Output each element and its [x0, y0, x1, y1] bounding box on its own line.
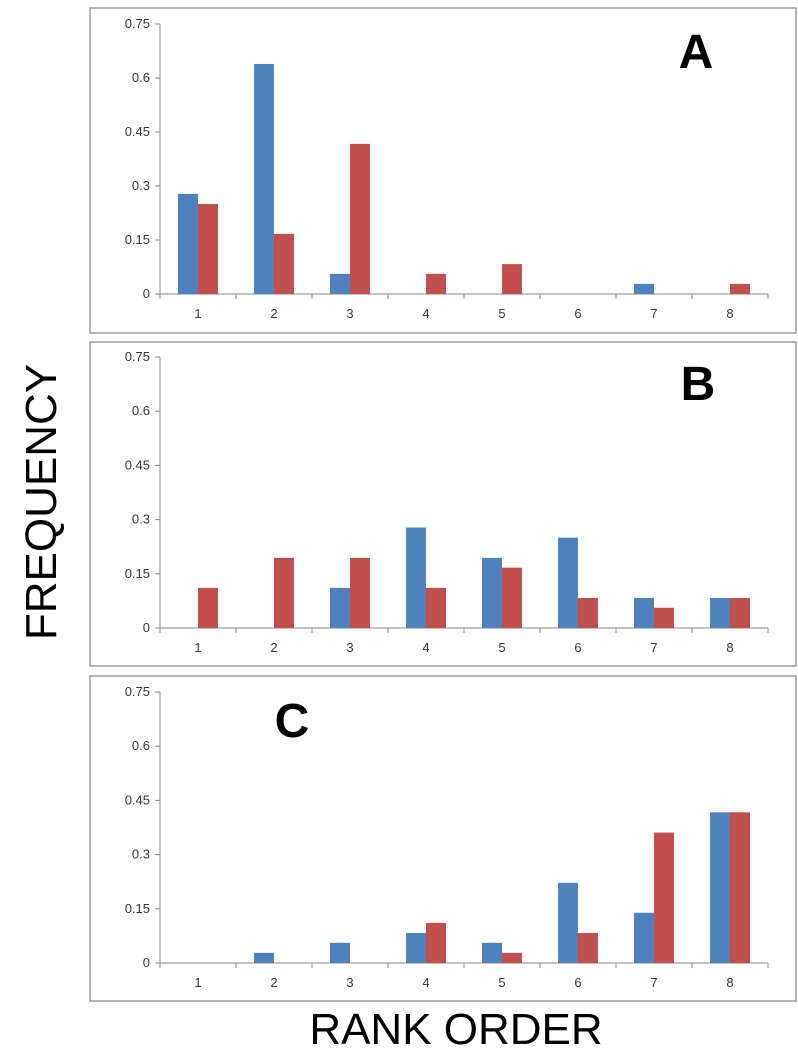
- x-tick-label: 5: [498, 975, 505, 990]
- x-tick-label: 2: [270, 306, 277, 321]
- panel-letter: B: [681, 358, 716, 411]
- bar-series2-cat4: [426, 922, 446, 963]
- x-tick-label: 7: [650, 975, 657, 990]
- bar-series1-cat5: [482, 942, 502, 963]
- x-tick-label: 3: [346, 306, 353, 321]
- x-tick-label: 4: [422, 640, 429, 655]
- bar-series2-cat5: [502, 952, 522, 963]
- bar-series2-cat4: [426, 587, 446, 628]
- bar-series2-cat1: [198, 587, 218, 628]
- bar-series2-cat6: [578, 598, 598, 628]
- x-tick-label: 3: [346, 975, 353, 990]
- y-tick-label: 0.6: [132, 70, 150, 85]
- x-tick-label: 8: [726, 306, 733, 321]
- y-tick-label: 0: [143, 620, 150, 635]
- bar-series2-cat1: [198, 204, 218, 294]
- bar-series2-cat8: [730, 812, 750, 963]
- x-tick-label: 4: [422, 975, 429, 990]
- y-tick-label: 0.45: [125, 457, 150, 472]
- x-tick-label: 5: [498, 640, 505, 655]
- bar-series2-cat7: [654, 832, 674, 963]
- bar-series1-cat7: [634, 283, 654, 294]
- bar-series2-cat5: [502, 567, 522, 628]
- y-tick-label: 0.15: [125, 901, 150, 916]
- panel-letter: A: [679, 26, 714, 79]
- bar-series1-cat2: [254, 63, 274, 295]
- bar-series2-cat3: [350, 557, 370, 628]
- bar-series1-cat6: [558, 537, 578, 628]
- x-tick-label: 4: [422, 306, 429, 321]
- y-tick-label: 0.3: [132, 847, 150, 862]
- y-tick-label: 0.3: [132, 178, 150, 193]
- bar-series2-cat3: [350, 143, 370, 294]
- bar-series2-cat8: [730, 283, 750, 294]
- y-tick-label: 0.6: [132, 738, 150, 753]
- bar-series2-cat5: [502, 264, 522, 294]
- x-tick-label: 6: [574, 306, 581, 321]
- bar-series1-cat7: [634, 912, 654, 963]
- chart-panel-a: 0 0.15 0.3 0.45 0.6 0.75 1 2 3 4 5 6 7 8 A: [89, 7, 797, 334]
- y-tick-label: 0.6: [132, 403, 150, 418]
- y-tick-label: 0: [143, 955, 150, 970]
- bar-series2-cat2: [274, 233, 294, 294]
- y-tick-label: 0.45: [125, 124, 150, 139]
- x-tick-label: 2: [270, 640, 277, 655]
- bar-series2-cat6: [578, 933, 598, 963]
- x-tick-label: 1: [194, 306, 201, 321]
- y-tick-label: 0.75: [125, 684, 150, 699]
- x-tick-label: 6: [574, 640, 581, 655]
- x-axis-title: RANK ORDER: [309, 1005, 602, 1053]
- y-tick-label: 0.75: [125, 16, 150, 31]
- bar-series2-cat8: [730, 598, 750, 628]
- x-tick-label: 7: [650, 640, 657, 655]
- bar-series1-cat4: [406, 527, 426, 628]
- x-tick-label: 8: [726, 640, 733, 655]
- bar-series1-cat1: [178, 193, 198, 294]
- bar-series1-cat4: [406, 933, 426, 963]
- x-tick-label: 2: [270, 975, 277, 990]
- bar-series1-cat8: [710, 598, 730, 628]
- y-tick-label: 0.75: [125, 349, 150, 364]
- y-tick-label: 0.3: [132, 512, 150, 527]
- chart-panel-c: 0 0.15 0.3 0.45 0.6 0.75 1 2 3 4 5 6 7 8 C: [89, 675, 797, 1002]
- x-tick-label: 1: [194, 640, 201, 655]
- bar-series1-cat3: [330, 587, 350, 628]
- bar-series1-cat5: [482, 557, 502, 628]
- bar-series1-cat2: [254, 952, 274, 963]
- bar-series1-cat8: [710, 812, 730, 963]
- chart-panel-b: 0 0.15 0.3 0.45 0.6 0.75 1 2 3 4 5 6 7 8 B: [89, 341, 797, 667]
- x-tick-label: 8: [726, 975, 733, 990]
- y-axis-title: FREQUENCY: [17, 364, 66, 640]
- x-tick-label: 3: [346, 640, 353, 655]
- bar-series2-cat7: [654, 607, 674, 628]
- x-tick-label: 1: [194, 975, 201, 990]
- bar-series1-cat3: [330, 942, 350, 963]
- bar-series1-cat7: [634, 598, 654, 628]
- bar-series1-cat3: [330, 273, 350, 294]
- y-tick-label: 0.15: [125, 566, 150, 581]
- panel-letter: C: [275, 695, 310, 748]
- x-tick-label: 5: [498, 306, 505, 321]
- x-tick-label: 7: [650, 306, 657, 321]
- y-tick-label: 0.45: [125, 792, 150, 807]
- bar-series2-cat2: [274, 557, 294, 628]
- bar-series2-cat4: [426, 273, 446, 294]
- bar-series1-cat6: [558, 882, 578, 963]
- y-tick-label: 0: [143, 286, 150, 301]
- x-tick-label: 6: [574, 975, 581, 990]
- y-tick-label: 0.15: [125, 232, 150, 247]
